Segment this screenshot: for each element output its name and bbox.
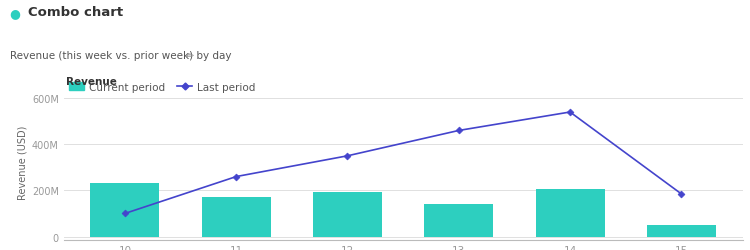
Bar: [536, 190, 604, 236]
Text: Revenue (this week vs. prior week) by day: Revenue (this week vs. prior week) by da…: [10, 51, 231, 61]
Bar: [646, 225, 716, 236]
Text: ✏: ✏: [186, 51, 194, 61]
Bar: [424, 204, 494, 236]
Bar: [313, 192, 382, 236]
Legend: Current period, Last period: Current period, Last period: [69, 82, 256, 92]
Text: Combo chart: Combo chart: [28, 6, 124, 19]
Y-axis label: Revenue (USD): Revenue (USD): [18, 126, 28, 200]
Text: ●: ●: [10, 8, 21, 20]
Bar: [202, 198, 271, 236]
Text: Revenue: Revenue: [66, 76, 117, 86]
Bar: [91, 184, 160, 236]
